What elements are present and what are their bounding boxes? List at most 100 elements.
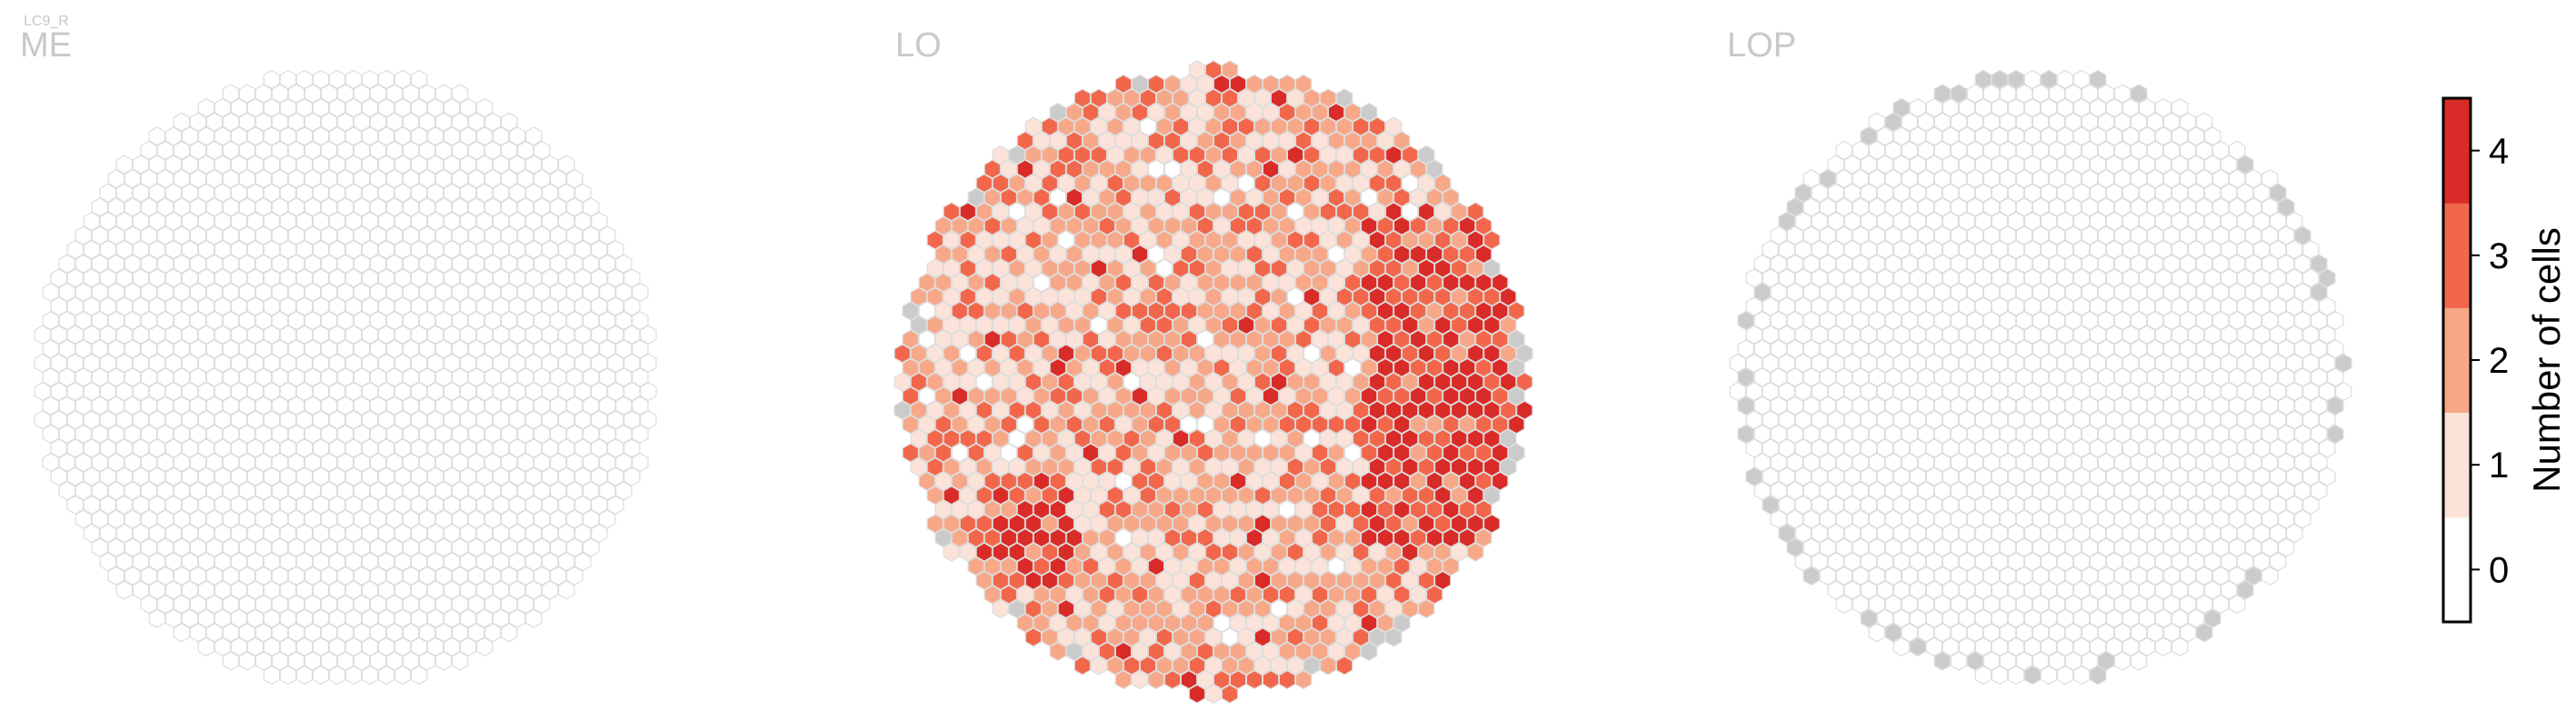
hex-column <box>328 239 346 260</box>
hex-column <box>304 339 322 359</box>
hex-column <box>1196 187 1214 207</box>
hex-column <box>1041 286 1059 307</box>
hex-column <box>107 509 125 529</box>
hex-column <box>148 410 166 430</box>
hex-column <box>516 140 534 161</box>
hex-column <box>565 452 584 473</box>
hex-column <box>410 239 428 260</box>
hex-column <box>467 537 485 557</box>
hex-column <box>434 282 453 303</box>
hex-column <box>1237 230 1255 250</box>
hex-column <box>214 183 232 203</box>
hex-column <box>148 126 166 146</box>
hex-column <box>369 225 387 245</box>
hex-column <box>1303 88 1321 108</box>
hex-column <box>508 268 526 288</box>
hex-column <box>459 552 477 572</box>
hex-column <box>1024 286 1043 307</box>
hex-column <box>115 183 134 203</box>
hex-column <box>271 481 289 501</box>
hex-column <box>1319 344 1337 364</box>
hex-column <box>148 580 166 600</box>
hex-column <box>1180 357 1198 378</box>
hex-column <box>1442 244 1460 265</box>
hex-column <box>377 665 395 686</box>
hex-column <box>66 353 85 374</box>
hex-column <box>1311 102 1329 123</box>
hex-column <box>312 410 330 430</box>
hex-column <box>1442 357 1460 378</box>
hex-column <box>312 183 330 203</box>
hex-column <box>394 381 412 402</box>
hex-column <box>516 339 534 359</box>
hex-column <box>1401 344 1419 364</box>
hex-column <box>1139 173 1157 194</box>
hex-column <box>336 623 354 643</box>
hex-column <box>1278 669 1296 690</box>
hex-column <box>623 438 641 458</box>
hex-column <box>1409 301 1427 321</box>
hex-column <box>1376 187 1394 207</box>
hex-column <box>1262 215 1280 236</box>
hex-column <box>1033 159 1051 179</box>
hex-column <box>533 168 551 189</box>
hex-column <box>312 665 330 686</box>
hex-column <box>320 339 338 359</box>
hex-column <box>271 168 289 189</box>
hex-column <box>165 268 183 288</box>
hex-column <box>1335 173 1353 194</box>
hex-column <box>983 301 1002 321</box>
hex-column <box>222 197 240 217</box>
hex-column <box>1123 372 1141 392</box>
hex-column <box>83 296 101 316</box>
hex-column <box>475 268 494 288</box>
hex-column <box>148 155 166 175</box>
hex-column <box>475 466 494 486</box>
hex-column <box>42 452 60 473</box>
hex-column <box>353 310 371 331</box>
hex-column <box>943 400 961 420</box>
hex-column <box>1073 230 1092 250</box>
hex-column <box>189 594 207 615</box>
hex-column <box>606 325 624 345</box>
hex-column <box>394 608 412 628</box>
hex-column <box>598 509 616 529</box>
hex-column <box>533 537 551 557</box>
hex-column <box>426 325 444 345</box>
hex-column <box>426 466 444 486</box>
hex-column <box>377 97 395 118</box>
colorbar-tick-label: 2 <box>2489 341 2509 381</box>
hex-column <box>410 466 428 486</box>
hex-column <box>214 126 232 146</box>
hex-column <box>304 396 322 416</box>
hex-column <box>91 452 109 473</box>
hex-column <box>320 594 338 615</box>
hex-column <box>394 155 412 175</box>
hex-column <box>336 197 354 217</box>
hex-column <box>467 623 485 643</box>
hex-column <box>1278 301 1296 321</box>
hex-column <box>492 580 510 600</box>
hex-column <box>344 126 363 146</box>
hex-column <box>1409 357 1427 378</box>
colorbar-tick-label: 1 <box>2489 446 2509 486</box>
hex-column <box>508 580 526 600</box>
hex-column <box>418 509 436 529</box>
hex-column <box>263 155 281 175</box>
colorbar-segment <box>2443 516 2471 623</box>
hex-column <box>238 282 256 303</box>
hex-column <box>951 273 969 293</box>
hex-column <box>1229 244 1247 265</box>
hex-column <box>402 651 420 671</box>
hex-column <box>1114 273 1133 293</box>
hex-column <box>967 386 985 406</box>
hex-column <box>50 410 68 430</box>
hex-column <box>1196 386 1214 406</box>
hex-column <box>2113 651 2132 671</box>
hex-column <box>402 84 420 104</box>
hex-column <box>1393 215 1411 236</box>
lop-hex-grid <box>1729 69 2352 686</box>
hex-column <box>451 310 469 331</box>
hex-column <box>271 452 289 473</box>
